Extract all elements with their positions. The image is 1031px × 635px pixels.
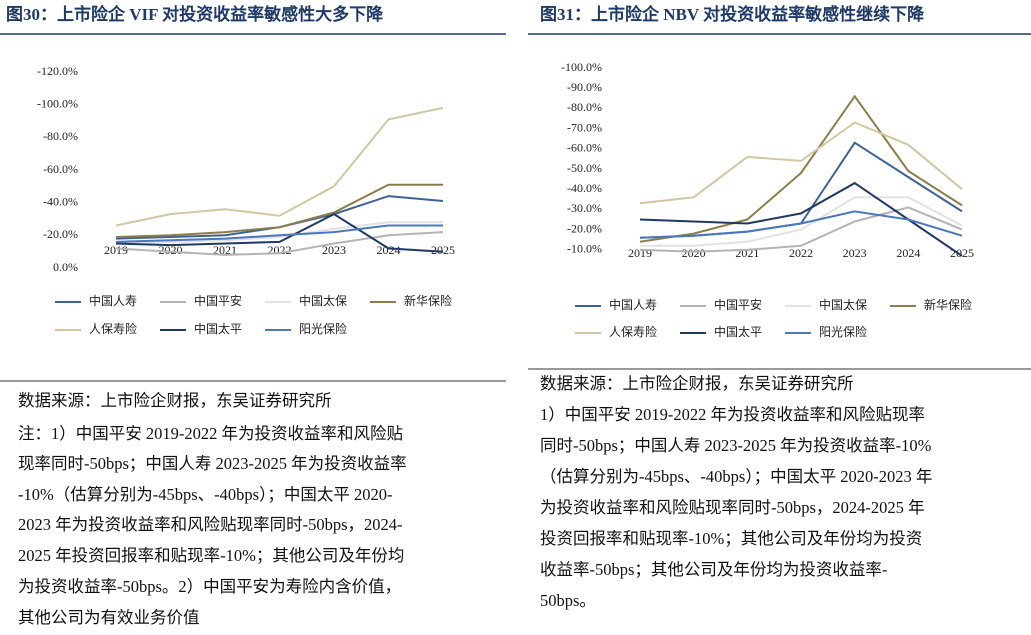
legend-label: 中国人寿 (89, 293, 137, 308)
note-line: 投资回报率和贴现率-10%；其他公司及年份均为投资 (540, 529, 922, 548)
note-line: -10%（估算分别为-45bps、-40bps）；中国太平 2020- (18, 485, 392, 504)
series-line (639, 94, 963, 243)
y-tick-label: -50.0% (567, 161, 602, 175)
y-tick-label: -40.0% (567, 181, 602, 195)
series-line (115, 224, 443, 243)
y-tick-label: -30.0% (567, 201, 602, 215)
legend-label: 中国太平 (194, 321, 242, 336)
y-tick-label: -80.0% (43, 129, 78, 143)
note-line: 数据来源：上市险企财报，东吴证券研究所 (18, 391, 332, 410)
note-line: 注：1）中国平安 2019-2022 年为投资收益率和风险贴 (18, 424, 403, 443)
chart-title: 图30：上市险企 VIF 对投资收益率敏感性大多下降 (6, 4, 384, 24)
x-tick-label: 2024 (896, 246, 920, 260)
note-line: 数据来源：上市险企财报，东吴证券研究所 (540, 374, 854, 393)
x-tick-label: 2023 (322, 243, 346, 257)
series-line (640, 196, 963, 247)
series-line (115, 221, 443, 245)
x-tick-label: 2020 (159, 243, 183, 257)
y-tick-label: -60.0% (567, 141, 602, 155)
y-tick-label: -20.0% (43, 227, 78, 241)
legend-label: 阳光保险 (299, 321, 347, 336)
legend-label: 新华保险 (924, 297, 972, 312)
x-tick-label: 2021 (213, 243, 237, 257)
note-line: 2025 年投资回报率和贴现率-10%；其他公司及年份均 (18, 546, 404, 565)
x-tick-label: 2021 (735, 246, 759, 260)
x-tick-label: 2022 (268, 243, 292, 257)
legend-label: 中国太保 (299, 293, 347, 308)
legend-label: 中国平安 (714, 297, 762, 312)
chart-title: 图31：上市险企 NBV 对投资收益率敏感性继续下降 (540, 4, 925, 24)
series-line (639, 121, 963, 205)
y-tick-label: 0.0% (53, 260, 78, 274)
note-line: 其他公司为有效业务价值 (18, 608, 200, 627)
note-line: 同时-50bps；中国人寿 2023-2025 年为投资收益率-10% (540, 436, 932, 455)
note-line: 收益率-50bps；其他公司及年份均为投资收益率- (540, 560, 887, 579)
note-line: 现率同时-50bps；中国人寿 2023-2025 年为投资收益率 (18, 454, 407, 473)
y-tick-label: -40.0% (43, 194, 78, 208)
series-line (115, 106, 444, 227)
x-tick-label: 2024 (377, 243, 401, 257)
legend-label: 中国人寿 (609, 297, 657, 312)
legend-label: 人保寿险 (609, 324, 657, 339)
y-tick-label: -120.0% (37, 64, 78, 78)
x-tick-label: 2023 (843, 246, 867, 260)
legend-label: 中国平安 (194, 293, 242, 308)
series-line (115, 183, 443, 238)
x-tick-label: 2019 (104, 243, 128, 257)
note-line: 2023 年为投资收益率和风险贴现率同时-50bps，2024- (18, 515, 403, 534)
y-tick-label: -70.0% (567, 120, 602, 134)
y-tick-label: -100.0% (37, 96, 78, 110)
legend-label: 人保寿险 (89, 321, 137, 336)
series-line (639, 210, 963, 239)
legend-label: 中国太平 (714, 324, 762, 339)
y-tick-label: -80.0% (567, 100, 602, 114)
legend-label: 中国太保 (819, 297, 867, 312)
series-line (115, 195, 444, 240)
x-tick-label: 2025 (950, 246, 974, 260)
note-line: 为投资收益率-50bps。2）中国平安为寿险内含价值， (18, 577, 401, 596)
y-tick-label: -100.0% (561, 60, 602, 74)
x-tick-label: 2025 (431, 243, 455, 257)
y-tick-label: -90.0% (567, 80, 602, 94)
legend-label: 阳光保险 (819, 324, 867, 339)
x-tick-label: 2022 (789, 246, 813, 260)
x-tick-label: 2019 (628, 246, 652, 260)
y-tick-label: -60.0% (43, 162, 78, 176)
series-line (639, 206, 963, 253)
series-line (115, 231, 444, 256)
note-line: 1）中国平安 2019-2022 年为投资收益率和风险贴现率 (540, 405, 925, 424)
y-tick-label: -20.0% (567, 221, 602, 235)
y-tick-label: -10.0% (567, 242, 602, 256)
note-line: 为投资收益率和风险贴现率同时-50bps，2024-2025 年 (540, 498, 925, 517)
note-line: 50bps。 (540, 591, 596, 610)
legend-label: 新华保险 (404, 293, 452, 308)
note-line: （估算分别为-45bps、-40bps）；中国太平 2020-2023 年 (540, 467, 932, 486)
series-line (115, 212, 444, 253)
